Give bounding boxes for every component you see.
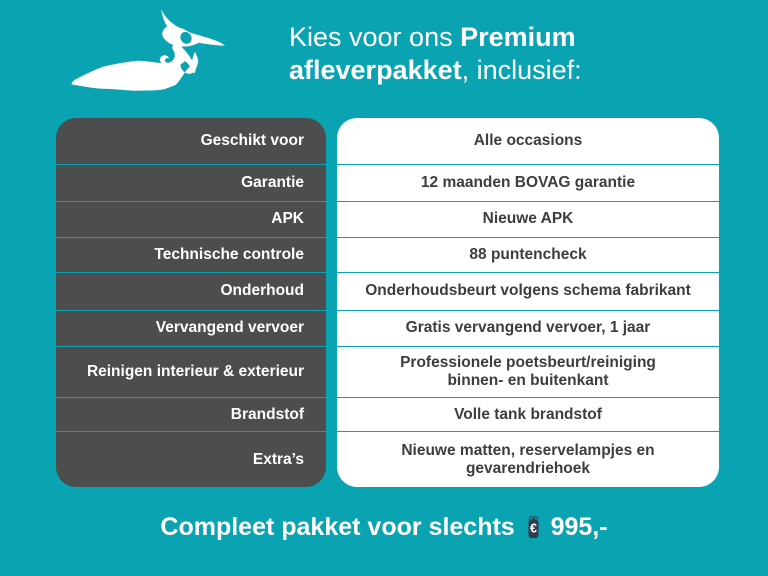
svg-text:€: € bbox=[530, 521, 537, 535]
